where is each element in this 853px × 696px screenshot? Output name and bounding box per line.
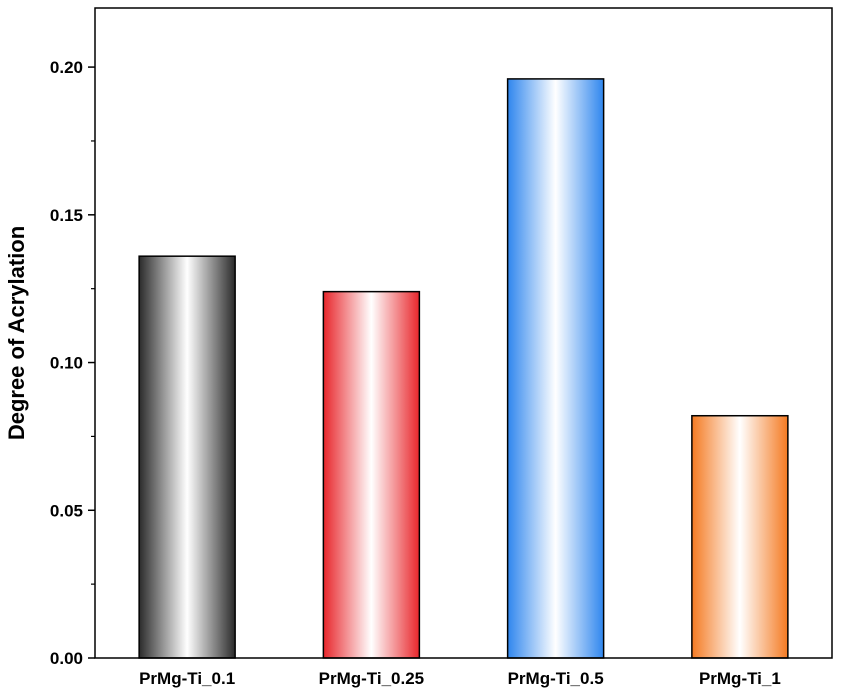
- y-tick-label: 0.05: [50, 501, 83, 520]
- x-axis-ticks: PrMg-Ti_0.1 PrMg-Ti_0.25 PrMg-Ti_0.5 PrMg-T…: [139, 669, 781, 688]
- plot-area-frame: [94, 7, 833, 659]
- bar-PrMg-Ti_1: [691, 414, 789, 659]
- x-tick-label: PrMg-Ti_0.5: [508, 669, 604, 688]
- y-axis-title: Degree of Acrylation: [4, 226, 29, 440]
- x-tick-label: PrMg-Ti_0.25: [319, 669, 425, 688]
- bar-PrMg-Ti_0.1: [138, 255, 236, 659]
- x-tick-label: PrMg-Ti_0.1: [139, 669, 235, 688]
- y-tick-label: 0.20: [50, 58, 83, 77]
- y-tick-label: 0.00: [50, 649, 83, 668]
- x-tick-label: PrMg-Ti_1: [699, 669, 781, 688]
- bars-layer: [138, 78, 789, 659]
- y-tick-label: 0.15: [50, 206, 83, 225]
- bar-PrMg-Ti_0.5: [506, 78, 605, 659]
- y-axis-ticks: 0.00 0.05 0.10 0.15 0.20: [50, 58, 95, 668]
- bar-PrMg-Ti_0.25: [322, 290, 421, 659]
- y-tick-label: 0.10: [50, 354, 83, 373]
